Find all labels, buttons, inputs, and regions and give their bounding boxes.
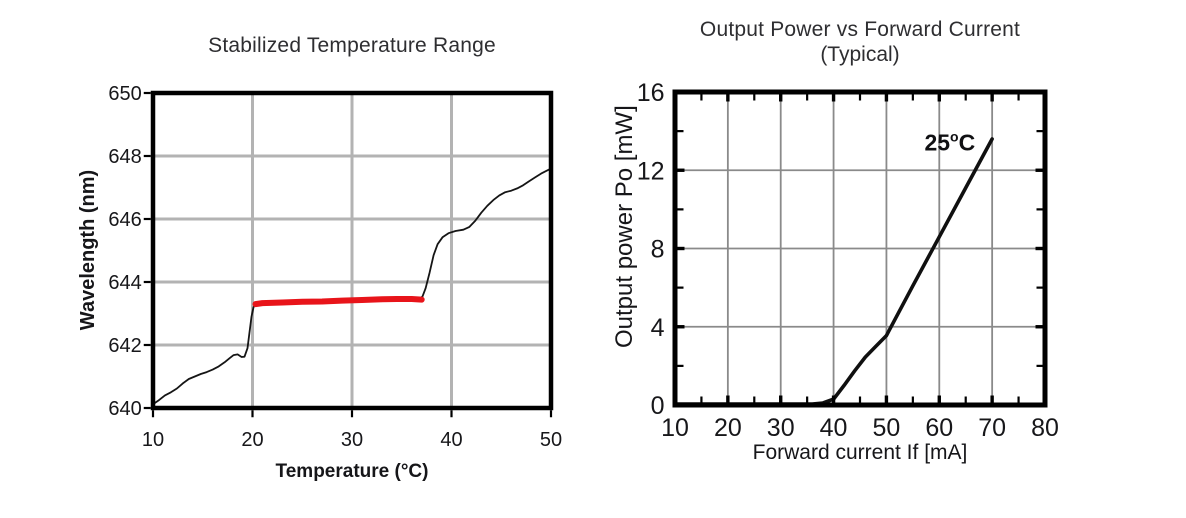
chart-title: Stabilized Temperature Range	[208, 34, 496, 57]
x-tick-label: 20	[241, 429, 263, 451]
plot-frame	[672, 89, 1048, 408]
plot-area: 10 20 30 40 50 640 642 644 646 648 650	[108, 83, 562, 451]
series-stabilized-region	[252, 296, 425, 308]
y-tick-label: 650	[108, 83, 141, 105]
x-tick-label: 60	[925, 414, 953, 442]
temperature-annotation: 25oC	[924, 129, 975, 156]
y-tick-label: 8	[651, 236, 665, 264]
chart-title: Output Power vs Forward Current	[699, 18, 1021, 41]
x-tick-label: 20	[714, 414, 742, 442]
x-tick-label: 50	[873, 414, 901, 442]
y-tick-label: 4	[651, 314, 665, 342]
y-tick-label: 644	[108, 272, 141, 294]
x-axis-label: Temperature (°C)	[275, 461, 429, 482]
y-tick-label: 642	[108, 335, 141, 357]
x-tick-label: 70	[978, 414, 1006, 442]
y-tick-label: 648	[108, 146, 141, 168]
y-tick-label: 646	[108, 209, 141, 231]
chart-subtitle: (Typical)	[820, 43, 900, 66]
x-tick-label: 40	[820, 414, 848, 442]
y-tick-label: 16	[637, 79, 665, 107]
x-tick-label: 10	[142, 429, 164, 451]
x-tick-label: 80	[1031, 414, 1059, 442]
x-tick-label: 40	[440, 429, 462, 451]
plot-frame	[150, 90, 554, 411]
chart-output-power-vs-forward-current: Output Power vs Forward Current (Typical…	[608, 12, 1128, 512]
y-tick-label: 0	[651, 392, 665, 420]
chart-stabilized-temperature-range: Stabilized Temperature Range Wavelength …	[58, 25, 610, 495]
y-tick-label: 640	[108, 398, 141, 420]
y-tick-label: 12	[637, 157, 665, 185]
plot-area: 10 20 30 40 50 60 70 80 0 4 8 12 16 25oC	[637, 79, 1059, 442]
x-axis-label: Forward current If [mA]	[752, 441, 968, 464]
x-tick-label: 30	[341, 429, 363, 451]
x-tick-label: 30	[767, 414, 795, 442]
x-tick-label: 50	[540, 429, 562, 451]
x-tick-label: 10	[661, 414, 689, 442]
